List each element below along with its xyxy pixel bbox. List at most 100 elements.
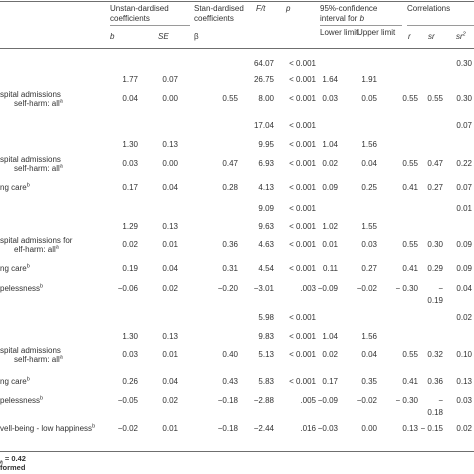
cell-sr2: 0.07: [456, 183, 472, 192]
cell-ft: 5.98: [258, 313, 274, 322]
cell-se: 0.01: [162, 240, 178, 249]
row-label: spital admissions: [0, 346, 61, 355]
cell-b: 0.17: [122, 183, 138, 192]
cell-sr2: 0.30: [456, 94, 472, 103]
cell-ft: 6.93: [258, 159, 274, 168]
cell-sr-wrapped: 0.18: [427, 408, 443, 417]
cell-p: < 0.001: [289, 75, 316, 84]
cell-ul: 0.05: [361, 94, 377, 103]
cell-ft: 4.54: [258, 264, 274, 273]
header-p: p: [286, 4, 291, 13]
cell-sr2: 0.13: [456, 377, 472, 386]
row-label: pelessnessb: [0, 395, 44, 405]
cell-se: 0.04: [162, 264, 178, 273]
subheader-se: SE: [158, 32, 169, 41]
cell-ll: 0.01: [322, 240, 338, 249]
cell-sr2: 0.02: [456, 313, 472, 322]
row-label: spital admissions: [0, 155, 61, 164]
cell-se: 0.13: [162, 140, 178, 149]
subheader-sr: sr: [428, 32, 435, 41]
cell-sr2: 0.09: [456, 240, 472, 249]
cell-b: 0.04: [122, 94, 138, 103]
rule-correlations: [407, 25, 474, 26]
cell-r: 0.41: [402, 264, 418, 273]
cell-se: 0.02: [162, 396, 178, 405]
cell-p: < 0.001: [289, 140, 316, 149]
row-label: ng careb: [0, 182, 30, 192]
cell-ul: −0.02: [356, 396, 377, 405]
cell-sr: −: [438, 284, 443, 293]
cell-se: 0.00: [162, 94, 178, 103]
row-label: ng careb: [0, 263, 30, 273]
cell-p: < 0.001: [289, 183, 316, 192]
cell-se: 0.00: [162, 159, 178, 168]
cell-sr2: 0.07: [456, 121, 472, 130]
subheader-beta: β: [194, 32, 199, 41]
cell-beta: 0.31: [222, 264, 238, 273]
cell-ll: 0.09: [322, 183, 338, 192]
cell-beta: 0.43: [222, 377, 238, 386]
cell-ft: −2.88: [253, 396, 274, 405]
row-label-continued: self-harm: alla: [14, 163, 63, 173]
cell-sr: −: [438, 396, 443, 405]
cell-ft: −3.01: [253, 284, 274, 293]
cell-r: 0.41: [402, 183, 418, 192]
cell-b: −0.02: [117, 424, 138, 433]
cell-b: 1.30: [122, 332, 138, 341]
cell-r: − 0.30: [395, 284, 418, 293]
cell-b: 1.77: [122, 75, 138, 84]
cell-b: −0.05: [117, 396, 138, 405]
cell-ul: −0.02: [356, 284, 377, 293]
cell-ll: 1.04: [322, 140, 338, 149]
cell-sr: 0.47: [427, 159, 443, 168]
header-confidence-interval: 95%-confidence interval for b: [320, 4, 378, 23]
cell-sr2: 0.03: [456, 396, 472, 405]
footnote-line-2: formed: [0, 463, 26, 472]
cell-beta: 0.40: [222, 350, 238, 359]
table-header-rule: [0, 48, 474, 49]
cell-sr: 0.36: [427, 377, 443, 386]
cell-ul: 0.04: [361, 159, 377, 168]
header-f-t: F/t: [256, 4, 266, 13]
cell-ul: 0.04: [361, 350, 377, 359]
cell-p: < 0.001: [289, 240, 316, 249]
cell-r: 0.41: [402, 377, 418, 386]
cell-se: 0.04: [162, 183, 178, 192]
cell-beta: 0.55: [222, 94, 238, 103]
cell-sr: 0.29: [427, 264, 443, 273]
cell-p: < 0.001: [289, 159, 316, 168]
cell-r: 0.55: [402, 94, 418, 103]
cell-ll: 0.02: [322, 159, 338, 168]
cell-sr: 0.30: [427, 240, 443, 249]
cell-ul: 0.00: [361, 424, 377, 433]
cell-beta: 0.47: [222, 159, 238, 168]
row-label-continued: self-harm: alla: [14, 354, 63, 364]
cell-sr: 0.55: [427, 94, 443, 103]
cell-se: 0.13: [162, 222, 178, 231]
cell-sr: 0.32: [427, 350, 443, 359]
cell-ll: −0.09: [317, 396, 338, 405]
cell-ul: 0.03: [361, 240, 377, 249]
cell-ll: 1.04: [322, 332, 338, 341]
cell-se: 0.02: [162, 284, 178, 293]
cell-p: < 0.001: [289, 313, 316, 322]
cell-b: 1.30: [122, 140, 138, 149]
table-bottom-rule: [0, 451, 474, 452]
cell-ul: 1.55: [361, 222, 377, 231]
cell-b: 0.19: [122, 264, 138, 273]
cell-p: < 0.001: [289, 94, 316, 103]
cell-sr: − 0.15: [420, 424, 443, 433]
cell-b: 0.03: [122, 350, 138, 359]
cell-ll: 1.02: [322, 222, 338, 231]
subheader-r: r: [408, 32, 411, 41]
cell-ft: 17.04: [253, 121, 274, 130]
row-label: spital admissions: [0, 90, 61, 99]
cell-se: 0.04: [162, 377, 178, 386]
cell-r: 0.13: [402, 424, 418, 433]
cell-sr2: 0.30: [456, 59, 472, 68]
cell-se: 0.07: [162, 75, 178, 84]
cell-r: − 0.30: [395, 396, 418, 405]
cell-ft: 64.07: [253, 59, 274, 68]
table-top-rule: [0, 1, 474, 2]
cell-ft: 5.13: [258, 350, 274, 359]
